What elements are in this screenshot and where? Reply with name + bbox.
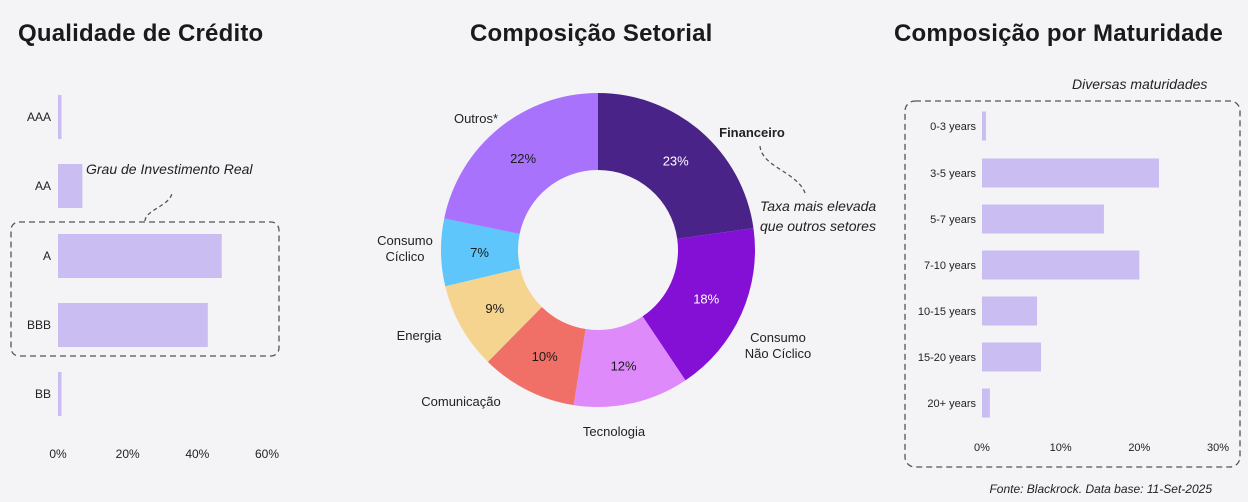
credit-category-label: BB bbox=[35, 387, 51, 401]
sector-category-label: Outros* bbox=[454, 111, 498, 126]
credit-annotation: Grau de Investimento Real bbox=[86, 161, 253, 177]
maturity-category-label: 0-3 years bbox=[930, 121, 976, 133]
maturity-bar-5-7-years bbox=[982, 204, 1104, 234]
maturity-category-label: 10-15 years bbox=[918, 306, 977, 318]
credit-quality-title: Qualidade de Crédito bbox=[18, 20, 264, 47]
maturity-category-label: 7-10 years bbox=[924, 260, 976, 272]
credit-annotation-connector bbox=[144, 191, 173, 222]
sector-annotation-line1: Taxa mais elevada bbox=[760, 198, 877, 214]
sector-slice-consumo-c-clico bbox=[441, 218, 521, 287]
sector-category-label: Tecnologia bbox=[583, 424, 646, 439]
maturity-category-label: 20+ years bbox=[927, 398, 976, 410]
sector-value-label: 12% bbox=[611, 359, 637, 374]
sector-annotation-connector bbox=[759, 145, 807, 197]
sector-category-label: Não Cíclico bbox=[745, 346, 811, 361]
maturity-bar-3-5-years bbox=[982, 158, 1159, 188]
sector-category-label: Consumo bbox=[750, 330, 806, 345]
sector-category-label: Financeiro bbox=[719, 125, 785, 140]
sector-slice-financeiro bbox=[598, 93, 754, 239]
credit-x-tick: 20% bbox=[116, 447, 140, 461]
sector-slice-outros- bbox=[444, 93, 598, 234]
maturity-composition-title: Composição por Maturidade bbox=[894, 20, 1224, 47]
sector-slice-tecnologia bbox=[573, 316, 686, 407]
maturity-bar-7-10-years bbox=[982, 250, 1140, 280]
credit-x-tick: 40% bbox=[185, 447, 209, 461]
sector-value-label: 23% bbox=[663, 154, 689, 169]
maturity-x-tick: 30% bbox=[1207, 442, 1229, 454]
maturity-bar-15-20-years bbox=[982, 342, 1041, 372]
sector-value-label: 22% bbox=[510, 151, 536, 166]
sector-slice-energia bbox=[445, 268, 542, 362]
credit-bar-bbb bbox=[58, 303, 208, 347]
credit-x-tick: 60% bbox=[255, 447, 279, 461]
credit-category-label: AAA bbox=[27, 110, 51, 124]
credit-bar-bb bbox=[58, 372, 62, 416]
sector-value-label: 9% bbox=[485, 301, 504, 316]
sector-slice-consumo-n-o-c-clico bbox=[642, 228, 755, 381]
sector-category-label: Comunicação bbox=[421, 394, 501, 409]
sector-category-label: Consumo bbox=[377, 233, 433, 248]
sector-slice-comunica-o bbox=[487, 307, 586, 406]
sector-value-label: 18% bbox=[693, 291, 719, 306]
credit-investment-grade-box bbox=[10, 221, 280, 357]
maturity-category-label: 15-20 years bbox=[918, 352, 977, 364]
maturity-x-tick: 0% bbox=[974, 442, 990, 454]
maturity-bar-10-15-years bbox=[982, 296, 1038, 326]
sector-value-label: 10% bbox=[532, 349, 558, 364]
credit-bar-aaa bbox=[58, 95, 62, 139]
maturity-category-label: 3-5 years bbox=[930, 168, 976, 180]
credit-x-tick: 0% bbox=[49, 447, 67, 461]
maturity-x-tick: 20% bbox=[1128, 442, 1150, 454]
sector-value-label: 7% bbox=[470, 245, 489, 260]
credit-bar-aa bbox=[58, 164, 83, 208]
credit-category-label: AA bbox=[35, 179, 51, 193]
maturity-dashed-frame bbox=[904, 100, 1241, 468]
maturity-bar-20-years bbox=[982, 388, 990, 418]
maturity-category-label: 5-7 years bbox=[930, 214, 976, 226]
source-footnote: Fonte: Blackrock. Data base: 11-Set-2025 bbox=[989, 482, 1212, 496]
maturity-x-tick: 10% bbox=[1050, 442, 1072, 454]
credit-bar-a bbox=[58, 234, 222, 278]
credit-category-label: BBB bbox=[27, 318, 51, 332]
maturity-bar-0-3-years bbox=[982, 111, 986, 141]
sector-category-label: Cíclico bbox=[385, 249, 424, 264]
sector-category-label: Energia bbox=[397, 328, 443, 343]
credit-category-label: A bbox=[43, 249, 51, 263]
sector-composition-title: Composição Setorial bbox=[470, 20, 713, 47]
maturity-annotation: Diversas maturidades bbox=[1072, 76, 1208, 92]
sector-annotation-line2: que outros setores bbox=[760, 218, 876, 234]
